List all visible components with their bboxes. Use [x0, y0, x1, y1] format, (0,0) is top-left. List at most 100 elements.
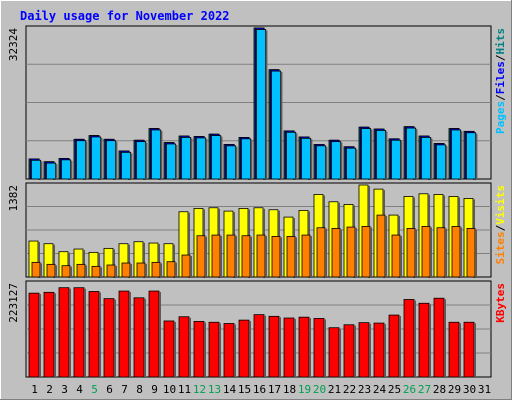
bar-kbytes-day-13 [208, 321, 221, 378]
bar-pages-day-18 [285, 131, 298, 180]
bar-kbytes-day-23 [358, 322, 371, 378]
x-tick-label-5: 5 [91, 383, 98, 396]
bar-sites-day-13 [211, 234, 222, 278]
panel-2: 1382 Sites/Visits [7, 182, 507, 278]
legend-entry: Pages [494, 101, 507, 134]
bar-pages-day-6 [106, 140, 118, 180]
x-tick-label-15: 15 [238, 383, 251, 396]
bar-sites-day-28 [436, 227, 447, 278]
x-tick-label-12: 12 [193, 383, 206, 396]
bar-pages-day-30 [465, 132, 478, 180]
bar-kbytes-day-29 [448, 321, 461, 378]
y-max-label: 1382 [7, 185, 20, 212]
chart-title: Daily usage for November 2022 [20, 9, 230, 23]
x-tick-label-20: 20 [313, 383, 326, 396]
bar-pages-day-21 [330, 141, 343, 180]
bar-sites-day-10 [166, 261, 177, 278]
legend-entry: Visits [494, 185, 507, 225]
bar-sites-day-5 [91, 265, 102, 278]
bar-pages-day-3 [61, 159, 73, 180]
bar-pages-day-25 [390, 139, 403, 180]
x-tick-label-21: 21 [328, 383, 341, 396]
bar-kbytes-day-5 [88, 291, 101, 378]
bar-kbytes-day-10 [163, 320, 176, 378]
x-tick-label-3: 3 [61, 383, 68, 396]
bar-kbytes-day-2 [43, 291, 56, 378]
bar-kbytes-day-22 [343, 324, 356, 378]
panel-3: 223127 KBytes [7, 280, 507, 378]
bar-pages-day-11 [180, 137, 193, 180]
y-max-label: 32324 [7, 28, 20, 61]
bar-kbytes-day-19 [298, 316, 311, 378]
legend-entry: Files [494, 61, 507, 94]
x-tick-label-10: 10 [163, 383, 176, 396]
x-tick-label-26: 26 [403, 383, 416, 396]
bar-pages-day-29 [450, 129, 463, 180]
bar-kbytes-day-8 [133, 297, 146, 378]
bar-kbytes-day-4 [73, 287, 86, 378]
x-tick-label-1: 1 [31, 383, 38, 396]
bar-kbytes-day-6 [103, 298, 116, 378]
bar-sites-day-26 [406, 228, 417, 278]
bar-sites-day-20 [316, 227, 327, 278]
x-tick-label-2: 2 [46, 383, 53, 396]
bar-pages-day-16 [255, 29, 268, 180]
panel-legend: KBytes [494, 283, 507, 323]
bar-sites-day-14 [226, 234, 237, 278]
bar-pages-day-7 [121, 151, 133, 180]
x-tick-label-11: 11 [178, 383, 191, 396]
panel-legend: Sites/Visits [494, 185, 507, 265]
x-tick-label-28: 28 [433, 383, 446, 396]
bar-kbytes-day-3 [58, 287, 71, 378]
bar-sites-day-8 [136, 262, 147, 278]
bar-kbytes-day-9 [148, 290, 161, 378]
bar-kbytes-day-21 [328, 327, 341, 378]
x-tick-label-6: 6 [106, 383, 113, 396]
bar-sites-day-1 [31, 261, 42, 278]
bar-sites-day-21 [331, 228, 342, 278]
bar-kbytes-day-27 [418, 302, 431, 378]
bar-sites-day-16 [256, 234, 267, 278]
x-tick-label-30: 30 [463, 383, 476, 396]
bar-sites-day-2 [46, 263, 57, 278]
bar-kbytes-day-15 [238, 319, 251, 378]
bar-kbytes-day-20 [313, 318, 326, 378]
bar-kbytes-day-1 [28, 292, 41, 378]
bar-sites-day-4 [76, 263, 87, 278]
bar-sites-day-12 [196, 235, 207, 278]
bar-pages-day-2 [46, 162, 58, 180]
bar-sites-day-7 [121, 262, 132, 278]
bar-pages-day-4 [76, 140, 88, 180]
bar-kbytes-day-26 [403, 299, 416, 378]
legend-entry: / [494, 94, 507, 101]
bar-sites-day-3 [61, 265, 72, 278]
legend-entry: / [494, 224, 507, 231]
x-tick-label-9: 9 [151, 383, 158, 396]
bar-kbytes-day-14 [223, 323, 236, 378]
bar-kbytes-day-12 [193, 320, 206, 378]
legend-entry: Hits [494, 28, 507, 55]
bar-kbytes-day-16 [253, 314, 266, 378]
bar-pages-day-23 [360, 128, 373, 180]
bar-pages-day-5 [91, 136, 103, 180]
legend-entry: / [494, 54, 507, 61]
bar-pages-day-28 [435, 144, 448, 180]
x-tick-label-29: 29 [448, 383, 461, 396]
bar-kbytes-day-7 [118, 290, 131, 378]
x-tick-label-7: 7 [121, 383, 128, 396]
bar-kbytes-day-17 [268, 315, 281, 378]
bar-kbytes-day-11 [178, 316, 191, 378]
bar-sites-day-27 [421, 226, 432, 278]
bar-kbytes-day-18 [283, 317, 296, 378]
bar-pages-day-24 [375, 130, 388, 180]
bar-kbytes-day-30 [463, 321, 476, 378]
x-tick-label-22: 22 [343, 383, 356, 396]
bar-pages-day-12 [195, 137, 208, 180]
x-tick-label-25: 25 [388, 383, 401, 396]
bar-kbytes-day-28 [433, 297, 446, 378]
bar-pages-day-26 [405, 127, 418, 180]
bar-pages-day-8 [135, 141, 148, 180]
x-tick-label-16: 16 [253, 383, 266, 396]
bar-sites-day-25 [391, 234, 402, 278]
